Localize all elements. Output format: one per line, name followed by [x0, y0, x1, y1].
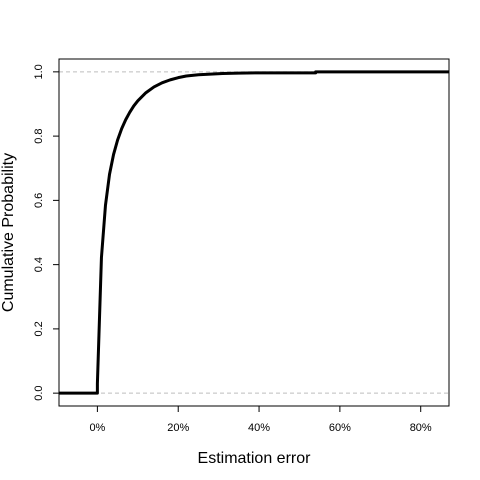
x-tick-label: 60%: [329, 422, 351, 434]
x-tick-label: 80%: [410, 422, 432, 434]
y-tick-label: 0.0: [33, 385, 45, 400]
y-tick-label: 0.2: [33, 321, 45, 336]
y-tick-label: 1.0: [33, 64, 45, 79]
x-axis-title: Estimation error: [198, 450, 312, 467]
y-axis-title: Cumulative Probability: [0, 153, 17, 312]
x-axis: 0% 20% 40% 60% 80%: [89, 406, 432, 434]
reference-lines: [59, 71, 449, 394]
x-tick-label: 0%: [89, 422, 105, 434]
x-tick-label: 20%: [167, 422, 189, 434]
y-tick-label: 0.6: [33, 193, 45, 208]
ecdf-line: [59, 70, 449, 395]
series-layer: [59, 70, 449, 395]
y-tick-label: 0.8: [33, 128, 45, 143]
x-tick-label: 40%: [248, 422, 270, 434]
y-tick-label: 0.4: [33, 257, 45, 272]
y-axis: 0.0 0.2 0.4 0.6 0.8 1.0: [33, 64, 59, 401]
plot-frame: [58, 58, 450, 407]
